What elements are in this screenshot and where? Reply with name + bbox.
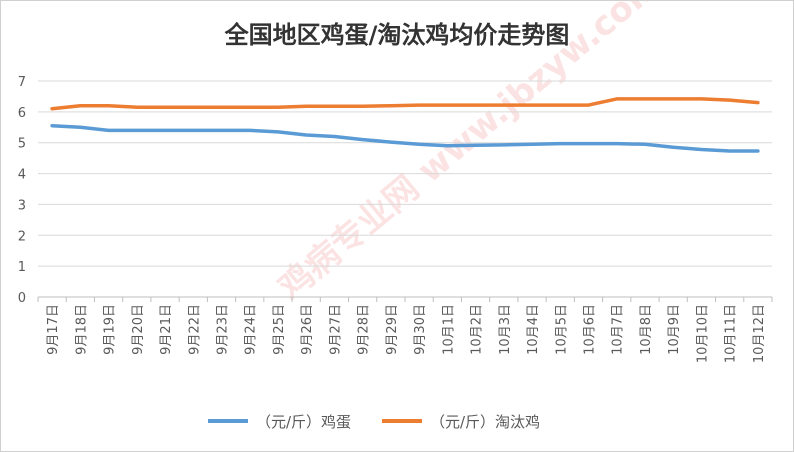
x-tick-label: 10月11日	[724, 304, 739, 363]
x-tick-label: 9月22日	[187, 304, 202, 355]
y-axis-ticks: 0 1 2 3 4 5 6 7	[18, 75, 26, 306]
x-tick-label: 9月21日	[159, 304, 174, 355]
x-tick-label: 10月10日	[695, 304, 710, 363]
x-tick-label: 10月8日	[639, 304, 654, 355]
y-tick-label: 5	[18, 137, 26, 152]
legend-label-0: （元/斤）鸡蛋	[256, 413, 351, 431]
series-lines	[50, 97, 760, 153]
series-line-0	[50, 123, 760, 153]
x-tick-label: 10月4日	[526, 304, 541, 355]
watermark: 鸡病专业网 www.jbzyw.com	[271, 1, 669, 308]
y-tick-label: 0	[18, 291, 26, 306]
series-line-1	[50, 97, 760, 111]
x-tick-label: 9月26日	[300, 304, 315, 355]
y-tick-label: 7	[18, 75, 26, 90]
x-tick-label: 9月17日	[46, 304, 61, 355]
y-tick-label: 3	[18, 198, 26, 213]
x-tick-label: 9月18日	[74, 304, 89, 355]
x-tick-label: 10月12日	[752, 304, 767, 363]
chart-title: 全国地区鸡蛋/淘汰鸡均价走势图	[224, 21, 570, 49]
y-tick-label: 4	[18, 168, 26, 183]
x-tick-label: 10月9日	[667, 304, 682, 355]
x-tick-label: 9月19日	[103, 304, 118, 355]
y-tick-label: 6	[18, 106, 26, 121]
x-tick-label: 10月2日	[470, 304, 485, 355]
y-tick-label: 1	[18, 260, 26, 275]
x-tick-label: 10月6日	[583, 304, 598, 355]
legend-label-1: （元/斤）淘汰鸡	[430, 413, 540, 431]
watermark-text: 鸡病专业网 www.jbzyw.com	[271, 1, 669, 308]
x-tick-label: 9月29日	[385, 304, 400, 355]
y-tick-label: 2	[18, 229, 26, 244]
x-tick-label: 9月20日	[131, 304, 146, 355]
x-tick-label: 9月23日	[216, 304, 231, 355]
x-tick-label: 10月5日	[554, 304, 569, 355]
x-axis-ticks: 9月17日 9月18日 9月19日 9月20日 9月21日 9月22日 9月23日 9月24日…	[37, 297, 773, 363]
x-tick-label: 10月3日	[498, 304, 513, 355]
x-tick-label: 9月27日	[328, 304, 343, 355]
x-tick-label: 9月30日	[413, 304, 428, 355]
x-tick-label: 9月24日	[244, 304, 259, 355]
legend: （元/斤）鸡蛋 （元/斤）淘汰鸡	[208, 413, 540, 431]
x-tick-label: 10月1日	[441, 304, 456, 355]
x-tick-label: 9月28日	[357, 304, 372, 355]
x-tick-label: 9月25日	[272, 304, 287, 355]
x-tick-label: 10月7日	[611, 304, 626, 355]
